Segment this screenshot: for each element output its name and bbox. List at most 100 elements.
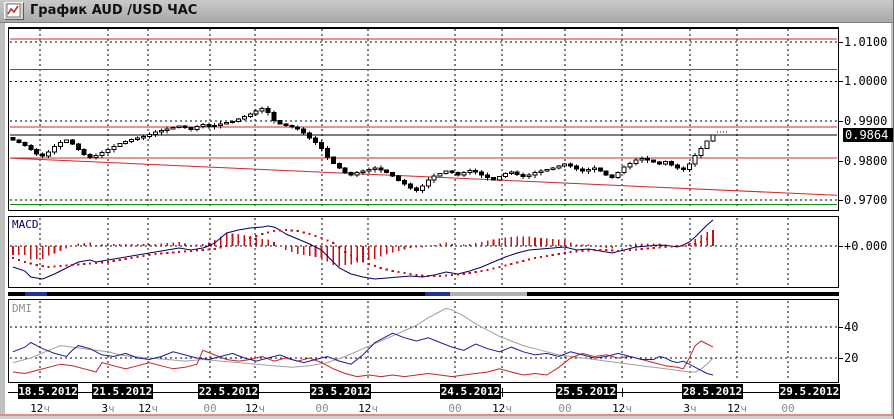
macd-histogram-bar bbox=[142, 244, 145, 246]
candle bbox=[698, 145, 704, 159]
candle bbox=[526, 173, 532, 180]
macd-histogram-bar bbox=[534, 237, 536, 246]
candle bbox=[212, 123, 218, 130]
macd-signal-dot bbox=[616, 249, 620, 253]
macd-signal-dot bbox=[676, 244, 679, 248]
macd-histogram-bar bbox=[202, 244, 204, 246]
candle bbox=[378, 165, 384, 173]
macd-signal-dot bbox=[172, 251, 175, 254]
macd-histogram-bar bbox=[53, 246, 56, 254]
macd-histogram-bar bbox=[237, 234, 240, 246]
price-chart[interactable] bbox=[8, 27, 839, 211]
title-bar[interactable]: График AUD /USD ЧАС bbox=[0, 0, 893, 23]
macd-signal-dot bbox=[89, 262, 92, 265]
chart-icon[interactable] bbox=[4, 2, 24, 20]
date-label: 23.5.2012 bbox=[310, 384, 371, 399]
macd-signal-dot bbox=[255, 234, 258, 238]
macd-signal-dot bbox=[35, 263, 38, 267]
macd-histogram-bar bbox=[629, 244, 631, 246]
macd-signal-dot bbox=[124, 257, 127, 261]
candle bbox=[57, 139, 63, 150]
candle bbox=[135, 136, 141, 142]
candle bbox=[396, 174, 402, 182]
macd-signal-dot bbox=[118, 258, 121, 262]
price-chart-canvas[interactable] bbox=[8, 27, 839, 211]
macd-signal-dot bbox=[249, 236, 252, 240]
candle bbox=[10, 136, 16, 141]
macd-signal-dot bbox=[468, 271, 471, 275]
axis-tick bbox=[838, 200, 843, 201]
macd-histogram-bar bbox=[463, 244, 465, 246]
candle bbox=[247, 112, 253, 119]
macd-canvas[interactable] bbox=[8, 216, 839, 288]
macd-histogram-bar bbox=[362, 246, 364, 262]
current-price-badge: 0.9864 bbox=[843, 128, 893, 142]
macd-signal-dot bbox=[284, 228, 287, 232]
time-tick-label: 3ч bbox=[101, 402, 115, 415]
macd-signal-dot bbox=[397, 270, 400, 274]
candle bbox=[645, 156, 651, 164]
macd-signal-dot bbox=[355, 257, 359, 261]
candle bbox=[289, 124, 295, 129]
macd-histogram-bar bbox=[510, 237, 513, 246]
candle bbox=[384, 169, 390, 174]
dmi-canvas[interactable] bbox=[8, 299, 839, 383]
macd-signal-dot bbox=[688, 243, 691, 247]
dmi-panel[interactable] bbox=[8, 299, 839, 383]
macd-signal-dot bbox=[474, 270, 477, 274]
candle bbox=[502, 172, 508, 179]
price-axis-label: 0.9900 bbox=[844, 114, 888, 128]
axis-tick bbox=[838, 246, 843, 247]
candle bbox=[69, 139, 75, 145]
macd-histogram-bar bbox=[605, 246, 608, 248]
candle bbox=[123, 140, 129, 145]
macd-signal-dot bbox=[575, 250, 578, 253]
candle bbox=[692, 153, 698, 167]
candle bbox=[105, 147, 111, 156]
macd-histogram-bar bbox=[124, 244, 127, 246]
macd-panel[interactable] bbox=[8, 216, 839, 288]
macd-histogram-bar bbox=[445, 242, 447, 246]
macd-signal-dot bbox=[344, 250, 347, 254]
candle bbox=[188, 126, 194, 132]
macd-signal-dot bbox=[326, 239, 329, 242]
candle bbox=[307, 131, 313, 141]
macd-signal-dot bbox=[29, 262, 32, 265]
candle bbox=[253, 109, 259, 117]
macd-histogram-bar bbox=[712, 230, 714, 246]
macd-signal-dot bbox=[658, 246, 661, 249]
axis-tick bbox=[838, 81, 843, 82]
macd-histogram-bar bbox=[285, 246, 287, 250]
macd-histogram-bar bbox=[219, 236, 222, 246]
candle bbox=[473, 168, 479, 175]
macd-histogram-bar bbox=[581, 244, 584, 246]
panel-splitter[interactable] bbox=[8, 292, 839, 296]
macd-signal-dot bbox=[670, 245, 673, 248]
macd-signal-dot bbox=[65, 264, 68, 267]
candle bbox=[419, 183, 425, 193]
macd-signal-dot bbox=[11, 256, 15, 260]
macd-signal-dot bbox=[628, 248, 632, 252]
candle bbox=[342, 166, 348, 175]
time-tick-label: 12ч bbox=[30, 402, 50, 415]
macd-histogram-bar bbox=[18, 246, 20, 255]
macd-histogram-bar bbox=[344, 246, 347, 265]
candle bbox=[372, 165, 378, 173]
candle bbox=[330, 156, 336, 165]
macd-histogram-bar bbox=[492, 239, 495, 246]
candle bbox=[390, 171, 396, 177]
macd-histogram-bar bbox=[190, 245, 192, 246]
macd-histogram-bar bbox=[41, 246, 44, 259]
date-label: 22.5.2012 bbox=[198, 384, 259, 399]
macd-histogram-bar bbox=[113, 244, 115, 246]
candle bbox=[146, 132, 152, 139]
macd-signal-dot bbox=[439, 274, 442, 278]
macd-signal-dot bbox=[71, 263, 74, 267]
time-tick-label: 12ч bbox=[727, 402, 747, 415]
candle bbox=[402, 178, 408, 186]
dmi-axis-label: 40 bbox=[844, 320, 859, 334]
candle bbox=[259, 106, 265, 114]
macd-histogram-bar bbox=[291, 246, 293, 252]
macd-histogram-bar bbox=[148, 244, 151, 246]
